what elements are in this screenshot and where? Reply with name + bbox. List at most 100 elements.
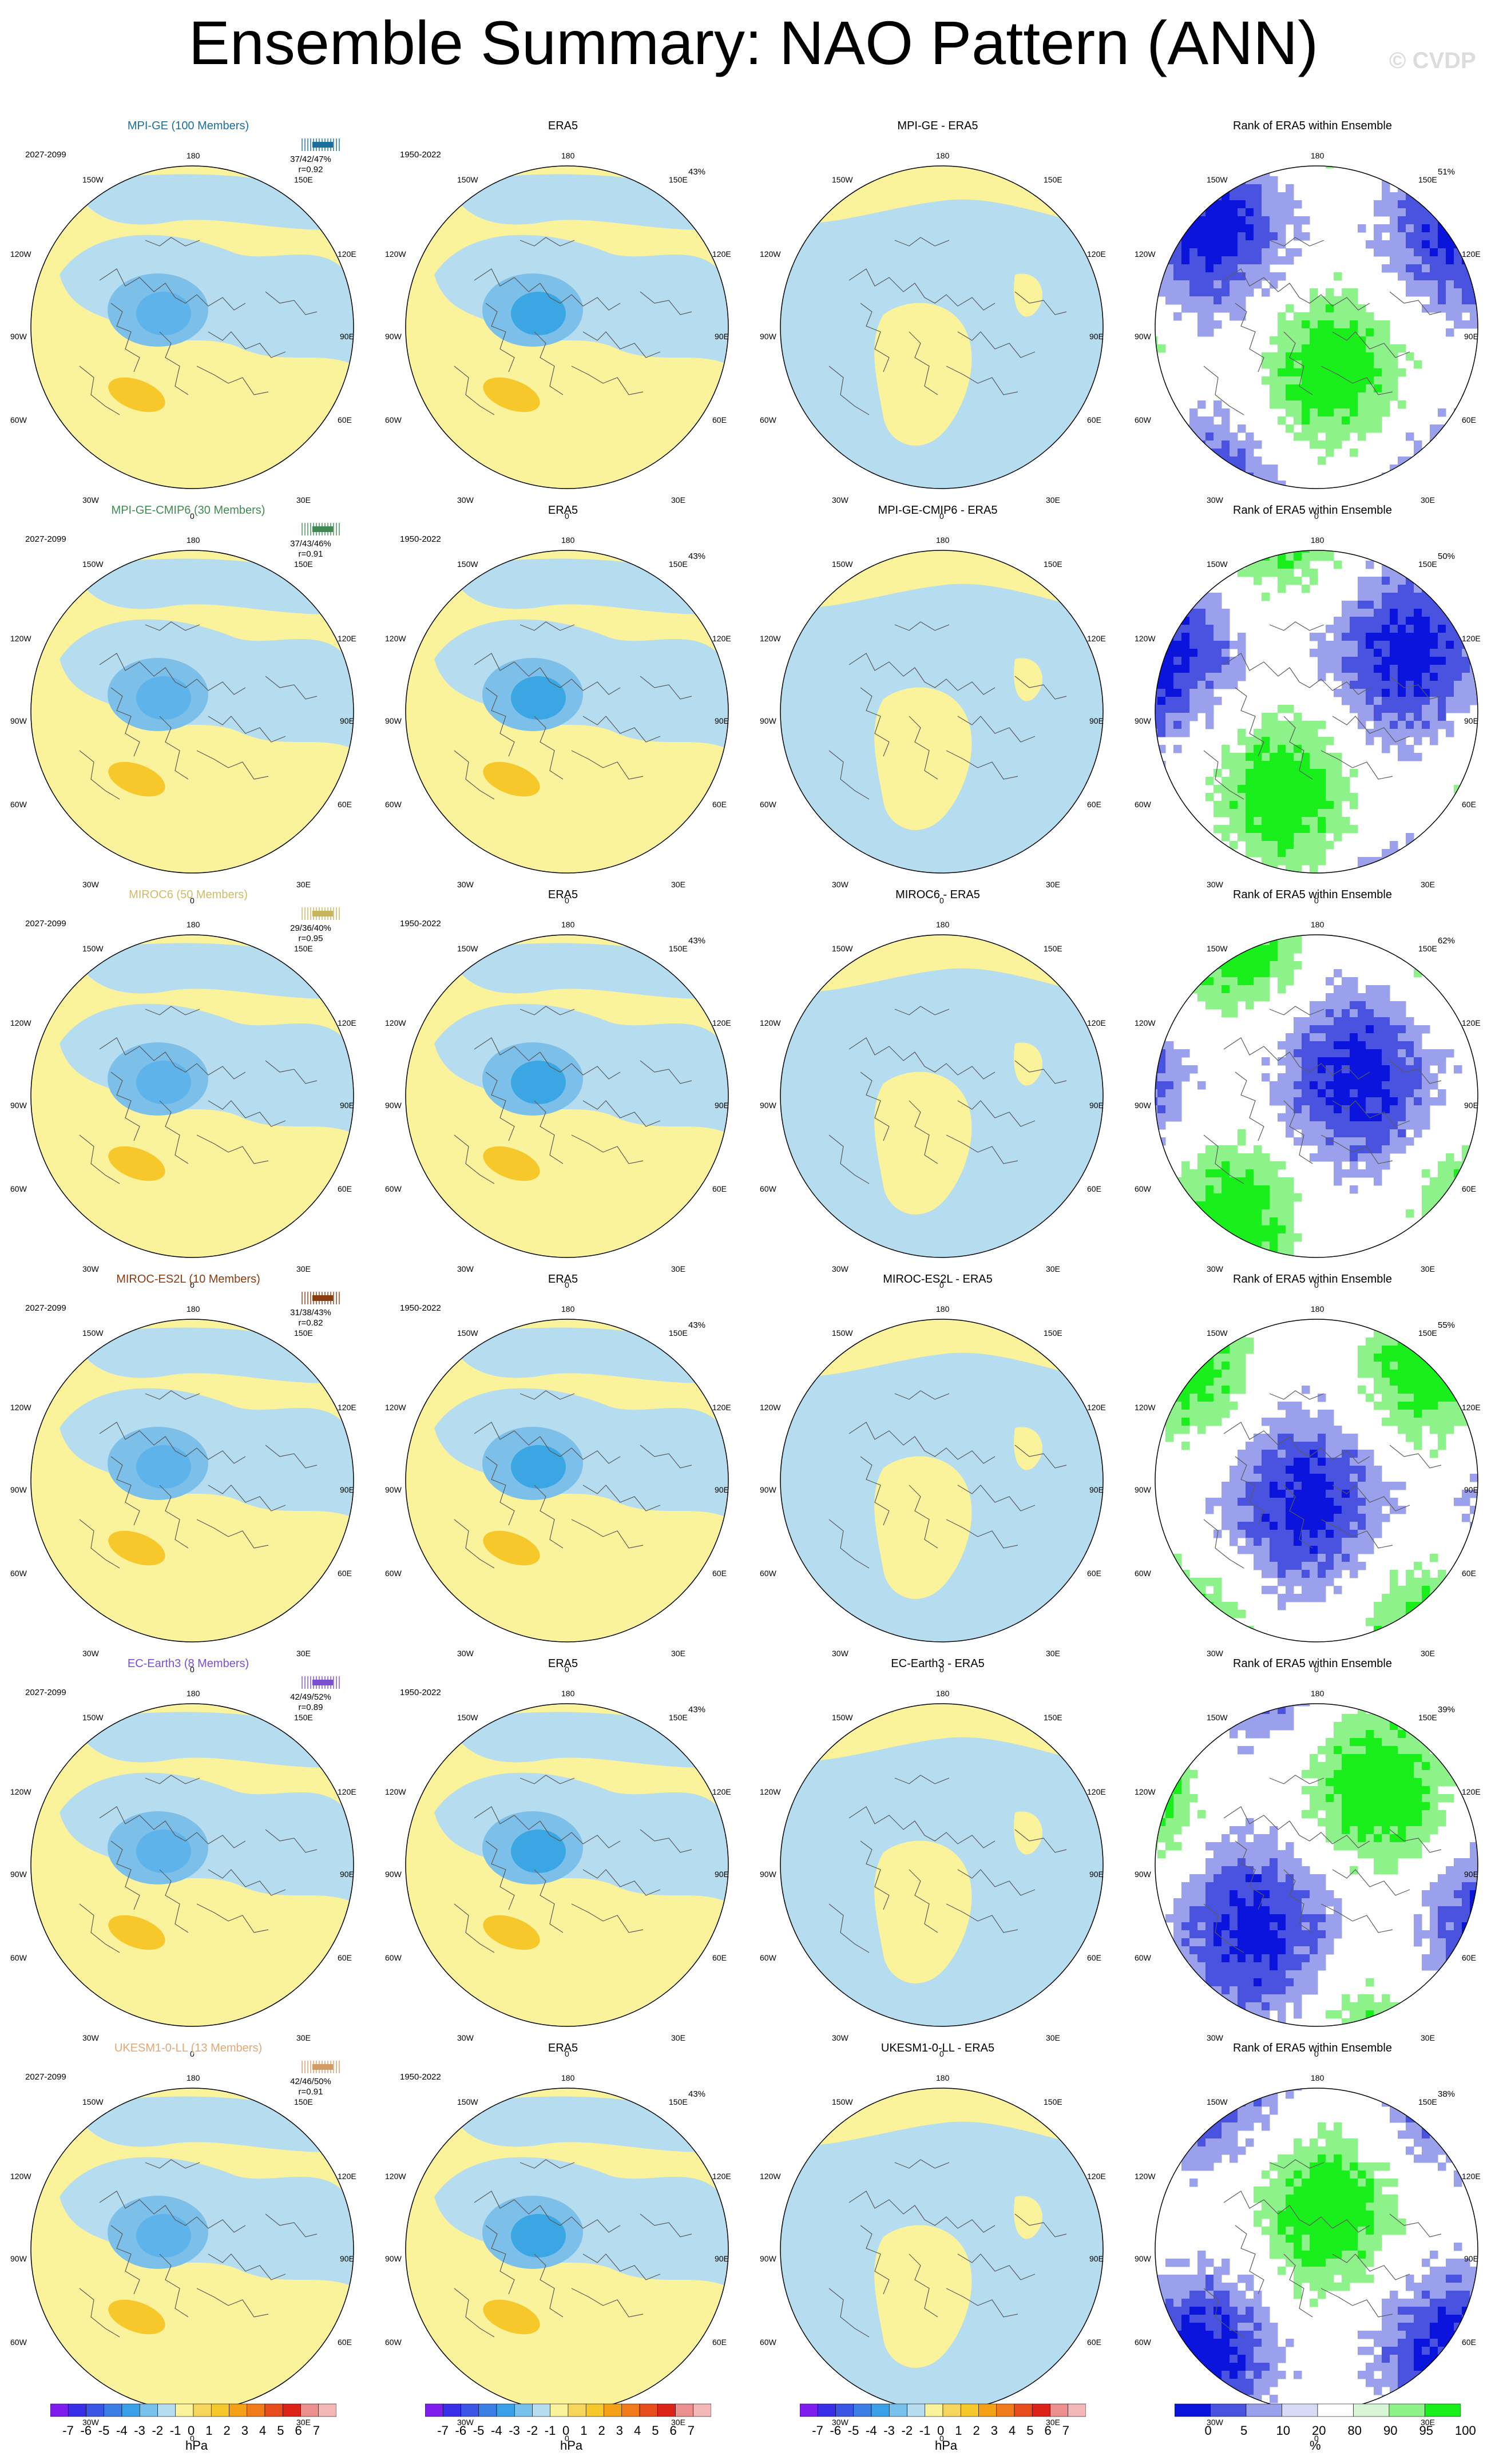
rank-cell — [1342, 633, 1350, 641]
rank-cell — [1470, 777, 1478, 785]
rank-cell — [1165, 1330, 1174, 1338]
rank-cell — [1358, 1089, 1366, 1098]
lon-label: 150W — [1207, 944, 1228, 953]
rank-cell — [1254, 1562, 1262, 1570]
rank-cell — [1390, 649, 1398, 657]
rank-cell — [1310, 761, 1318, 769]
rank-cell — [1302, 585, 1310, 593]
rank-cell — [1310, 1506, 1318, 1514]
rank-cell — [1350, 288, 1358, 297]
rank-cell — [1390, 1033, 1398, 1042]
rank-cell — [1294, 1081, 1302, 1090]
rank-cell — [1181, 192, 1190, 201]
rank-cell — [1205, 935, 1214, 938]
rank-cell — [1342, 665, 1350, 673]
rank-cell — [1358, 433, 1366, 441]
rank-cell — [1422, 625, 1430, 633]
rank-cell — [1254, 745, 1262, 753]
rank-cell — [1157, 705, 1166, 713]
rank-cell — [1165, 1185, 1174, 1194]
rank-cell — [1197, 328, 1206, 337]
rank-cell — [1278, 216, 1286, 225]
rank-cell — [1165, 457, 1174, 465]
rank-cell — [1246, 761, 1254, 769]
rank-cell — [1310, 1105, 1318, 1114]
rank-cell — [1157, 1089, 1166, 1098]
diff-panel: MPI-GE - ERA5 180 150W 150E 120W 120E 90W 90E 60… — [749, 119, 1126, 521]
lon-label: 180 — [561, 1689, 575, 1698]
rank-cell — [1414, 753, 1422, 761]
rank-cell — [1246, 1185, 1254, 1194]
panel-title: ERA5 — [548, 504, 578, 517]
rank-cell — [1374, 1354, 1382, 1362]
rank-cell — [1334, 1025, 1342, 1034]
rank-cell — [1205, 1402, 1214, 1410]
rank-cell — [1222, 280, 1230, 289]
rank-cell — [1155, 280, 1158, 289]
rank-cell — [1342, 601, 1350, 609]
rank-cell — [1165, 1041, 1174, 1050]
rank-cell — [1358, 1746, 1366, 1755]
rank-cell — [1406, 609, 1414, 617]
rank-cell — [1478, 433, 1484, 441]
coastline — [909, 716, 938, 780]
rank-cell — [1470, 1386, 1478, 1394]
lon-label: 30W — [82, 495, 99, 505]
rank-cell — [1222, 761, 1230, 769]
rank-cell — [1310, 1137, 1318, 1146]
rank-cell — [1157, 1594, 1166, 1602]
rank-cell — [1230, 1319, 1238, 1322]
rank-cell — [1422, 216, 1430, 225]
rank-cell — [1254, 1185, 1262, 1194]
rank-cell — [1270, 809, 1278, 818]
coastline — [1320, 1134, 1393, 1164]
rank-cell — [1366, 601, 1374, 609]
rank-cell — [1438, 240, 1446, 249]
rank-cell — [1205, 1241, 1214, 1250]
rank-cell — [1262, 200, 1270, 209]
rank-cell — [1155, 1129, 1158, 1138]
rank-cell — [1446, 1049, 1454, 1058]
rank-cell — [1382, 1081, 1390, 1090]
rank-cell — [1414, 1610, 1422, 1618]
rank-cell — [1374, 424, 1382, 433]
rank-cell — [1246, 232, 1254, 241]
rank-cell — [1197, 1370, 1206, 1378]
rank-cell — [1406, 288, 1414, 297]
rank-cell — [1286, 1586, 1294, 1594]
rank-cell — [1181, 601, 1190, 609]
rank-cell — [1294, 793, 1302, 802]
rank-cell — [1446, 489, 1454, 494]
rank-cell — [1262, 288, 1270, 297]
lon-label: 150E — [1418, 560, 1437, 569]
rank-cell — [1334, 1506, 1342, 1514]
rank-cell — [1262, 729, 1270, 737]
rank-cell — [1262, 761, 1270, 769]
rank-cell — [1181, 264, 1190, 273]
rank-cell — [1478, 473, 1484, 481]
rank-cell — [1294, 1089, 1302, 1098]
rank-cell — [1155, 200, 1158, 209]
obs-map — [405, 1703, 729, 2027]
rank-cell — [1155, 593, 1158, 601]
rank-cell — [1286, 1562, 1294, 1570]
rank-cell — [1189, 641, 1198, 649]
rank-cell — [1398, 673, 1406, 681]
rank-cell — [1446, 1642, 1454, 1648]
rank-cell — [1470, 1319, 1478, 1322]
rank-cell — [1446, 1249, 1454, 1257]
rank-cell — [1181, 1642, 1190, 1648]
rank-cell — [1326, 649, 1334, 657]
rank-cell — [1430, 224, 1438, 233]
rank-cell — [1422, 585, 1430, 593]
rank-cell — [1406, 1618, 1414, 1626]
rank-cell — [1462, 1193, 1470, 1202]
rank-cell — [1446, 449, 1454, 457]
rank-cell — [1358, 857, 1366, 866]
rank-cell — [1430, 272, 1438, 281]
rank-cell — [1326, 1097, 1334, 1106]
rank-cell — [1326, 1738, 1334, 1747]
coastline — [848, 653, 996, 695]
rank-cell — [1470, 1506, 1478, 1514]
rank-cell — [1374, 1370, 1382, 1378]
